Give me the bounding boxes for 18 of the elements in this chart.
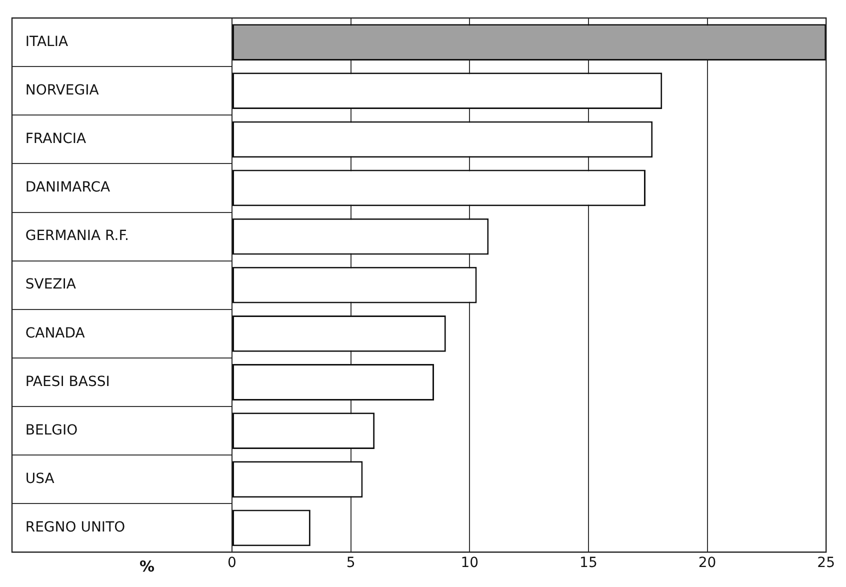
- x-tick-label: 5: [346, 555, 356, 572]
- y-tick-label: NORVEGIA: [12, 82, 100, 98]
- y-tick-label: SVEZIA: [12, 276, 76, 293]
- x-tick-label: 15: [580, 555, 598, 572]
- y-tick-label: ITALIA: [12, 34, 68, 50]
- x-axis-title: %: [139, 558, 155, 576]
- y-tick-label: DANIMARCA: [12, 180, 111, 196]
- x-tick-label: 25: [817, 555, 836, 572]
- y-tick-label: PAESI BASSI: [12, 374, 110, 390]
- y-tick-label: USA: [12, 470, 55, 487]
- x-tick-label: 0: [228, 555, 236, 572]
- y-tick-label: BELGIO: [12, 422, 78, 438]
- y-tick-label: GERMANIA R.F.: [12, 228, 129, 244]
- y-tick-label: FRANCIA: [12, 131, 87, 148]
- x-tick-label: 20: [698, 555, 716, 572]
- x-tick-label: 10: [460, 555, 479, 572]
- y-tick-label: CANADA: [12, 325, 86, 342]
- y-tick-label: REGNO UNITO: [12, 520, 126, 536]
